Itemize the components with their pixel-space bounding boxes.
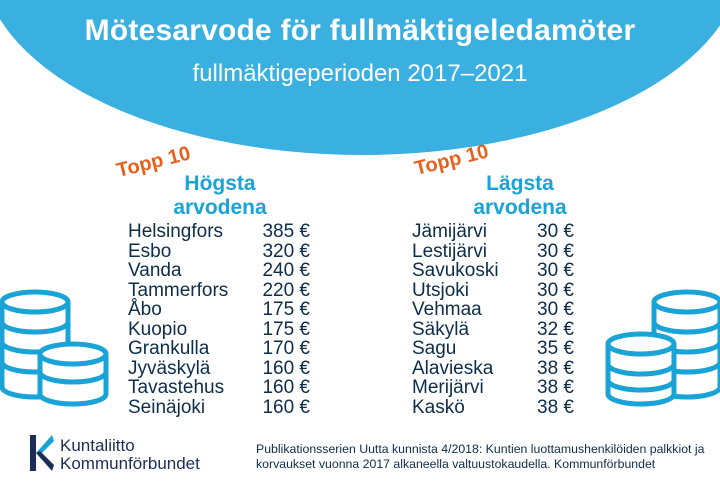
- right-heading: Lägsta arvodena: [455, 172, 585, 220]
- municipality-name: Lestijärvi: [412, 240, 487, 262]
- list-row: Vehmaa 30 €: [412, 300, 574, 320]
- fee-value: 160 €: [262, 357, 310, 379]
- fee-value: 160 €: [262, 396, 310, 418]
- list-row: Vanda 240 €: [128, 261, 310, 281]
- municipality-name: Helsingfors: [128, 221, 224, 242]
- list-row: Seinäjoki 160 €: [128, 396, 310, 418]
- header-banner: [0, 0, 720, 160]
- fee-value: 38 €: [537, 377, 574, 398]
- left-heading: Högsta arvodena: [160, 172, 280, 220]
- fee-value: 30 €: [537, 221, 574, 242]
- fee-value: 38 €: [537, 357, 574, 379]
- list-row: Esbo 320 €: [128, 240, 310, 262]
- coin-stack-left-icon: [0, 289, 109, 407]
- list-row: Grankulla 170 €: [128, 339, 310, 359]
- fee-value: 30 €: [537, 279, 574, 301]
- municipality-name: Jämijärvi: [412, 221, 487, 242]
- list-row: Merijärvi 38 €: [412, 378, 574, 398]
- municipality-name: Seinäjoki: [128, 396, 206, 418]
- municipality-name: Utsjoki: [412, 279, 470, 301]
- municipality-name: Åbo: [128, 299, 162, 320]
- list-row: Alavieska 38 €: [412, 357, 574, 379]
- municipality-name: Alavieska: [412, 357, 494, 379]
- logo-line2: Kommunförbundet: [60, 454, 200, 473]
- right-heading-line2: arvodena: [473, 196, 567, 219]
- fee-value: 35 €: [537, 338, 574, 359]
- municipality-name: Jyväskylä: [128, 357, 211, 379]
- list-row: Utsjoki 30 €: [412, 279, 574, 301]
- municipality-name: Sagu: [412, 338, 457, 359]
- list-row: Kuopio 175 €: [128, 318, 310, 340]
- municipality-name: Vanda: [128, 260, 182, 281]
- list-row: Tammerfors 220 €: [128, 279, 310, 301]
- list-row: Helsingfors 385 €: [128, 222, 310, 242]
- fee-value: 30 €: [537, 299, 574, 320]
- logo-line1: Kuntaliitto: [60, 436, 135, 455]
- fee-value: 38 €: [537, 396, 574, 418]
- fee-value: 30 €: [537, 240, 574, 262]
- municipality-name: Kuopio: [128, 318, 188, 340]
- source-line2: korvaukset vuonna 2017 alkaneella valtuu…: [256, 457, 656, 471]
- fee-value: 30 €: [537, 260, 574, 281]
- fee-value: 385 €: [262, 221, 310, 242]
- municipality-name: Vehmaa: [412, 299, 482, 320]
- lowest-list: Jämijärvi 30 € Lestijärvi 30 € Savukoski 30 €…: [412, 222, 574, 417]
- list-row: Tavastehus 160 €: [128, 378, 310, 398]
- list-row: Jämijärvi 30 €: [412, 222, 574, 242]
- left-heading-line2: arvodena: [173, 196, 267, 219]
- list-row: Kaskö 38 €: [412, 396, 574, 418]
- municipality-name: Säkylä: [412, 318, 470, 340]
- list-row: Säkylä 32 €: [412, 318, 574, 340]
- source-line1: Publikationsserien Uutta kunnista 4/2018…: [256, 442, 705, 456]
- list-row: Jyväskylä 160 €: [128, 357, 310, 379]
- fee-value: 175 €: [262, 299, 310, 320]
- municipality-name: Savukoski: [412, 260, 499, 281]
- fee-value: 240 €: [262, 260, 310, 281]
- municipality-name: Tavastehus: [128, 377, 225, 398]
- list-row: Savukoski 30 €: [412, 261, 574, 281]
- highest-list: Helsingfors 385 € Esbo 320 € Vanda 240 € Tamme…: [128, 222, 310, 417]
- fee-value: 160 €: [262, 377, 310, 398]
- list-row: Lestijärvi 30 €: [412, 240, 574, 262]
- left-heading-line1: Högsta: [184, 172, 256, 195]
- list-row: Åbo 175 €: [128, 300, 310, 320]
- logo-text: Kuntaliitto Kommunförbundet: [60, 437, 200, 473]
- banner-shape: [0, 0, 720, 155]
- fee-value: 320 €: [262, 240, 310, 262]
- fee-value: 220 €: [262, 279, 310, 301]
- list-row: Sagu 35 €: [412, 339, 574, 359]
- kuntaliitto-logo-icon: [30, 435, 54, 471]
- municipality-name: Esbo: [128, 240, 172, 262]
- page-title: Mötesarvode för fullmäktigeledamöter: [84, 14, 636, 47]
- municipality-name: Grankulla: [128, 338, 210, 359]
- municipality-name: Tammerfors: [128, 279, 229, 301]
- fee-value: 32 €: [537, 318, 574, 340]
- right-heading-line1: Lägsta: [486, 172, 554, 195]
- fee-value: 175 €: [262, 318, 310, 340]
- source-note: Publikationsserien Uutta kunnista 4/2018…: [256, 442, 716, 472]
- municipality-name: Kaskö: [412, 396, 465, 418]
- coin-stack-right-icon: [605, 289, 720, 407]
- fee-value: 170 €: [262, 338, 310, 359]
- municipality-name: Merijärvi: [412, 377, 484, 398]
- page-subtitle: fullmäktigeperioden 2017–2021: [192, 60, 528, 87]
